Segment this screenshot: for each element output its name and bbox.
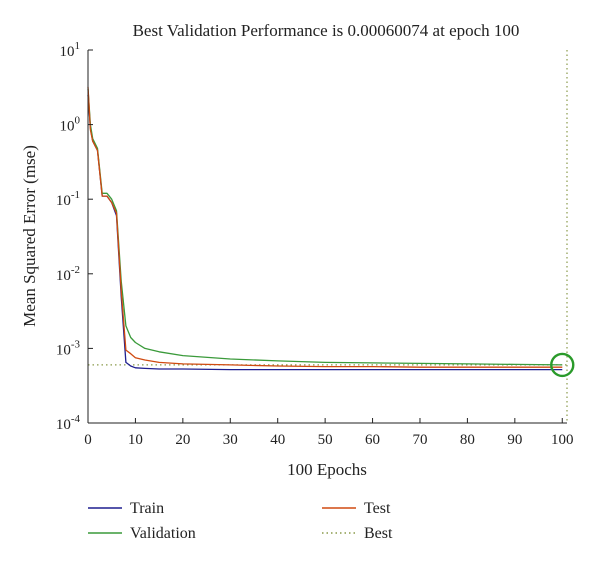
y-tick-label: 10-1 xyxy=(56,189,80,209)
x-tick-label: 10 xyxy=(128,432,143,448)
chart-title: Best Validation Performance is 0.0006007… xyxy=(133,21,520,40)
best-marker xyxy=(550,352,575,378)
x-tick-label: 40 xyxy=(270,432,285,448)
legend-label: Test xyxy=(364,500,391,517)
legend: Train Test Validation Best xyxy=(88,500,393,542)
x-axis-label: 100 Epochs xyxy=(287,460,367,479)
legend-label: Best xyxy=(364,525,393,542)
y-tick-label: 10-2 xyxy=(56,264,80,284)
y-tick-label: 100 xyxy=(60,115,81,135)
x-tick-label: 30 xyxy=(223,432,238,448)
x-tick-label: 20 xyxy=(175,432,190,448)
plot-area xyxy=(87,50,575,423)
legend-item-test: Test xyxy=(322,500,391,517)
legend-item-train: Train xyxy=(88,500,164,517)
series-line-train xyxy=(87,94,563,371)
x-tick-label: 50 xyxy=(318,432,333,448)
y-axis-label: Mean Squared Error (mse) xyxy=(20,145,39,327)
x-tick-label: 80 xyxy=(460,432,475,448)
x-tick-label: 70 xyxy=(412,432,427,448)
y-tick-label: 10-3 xyxy=(56,338,81,358)
legend-item-validation: Validation xyxy=(88,525,196,542)
series-line-test xyxy=(87,86,563,368)
y-tick-label: 10-4 xyxy=(56,413,81,433)
y-tick-label: 101 xyxy=(60,40,81,60)
legend-item-best: Best xyxy=(322,525,393,542)
axes: 0 10 20 30 40 50 60 70 80 90 100 101 100 10-1 10-2 10-3… xyxy=(56,40,574,448)
x-tick-label: 0 xyxy=(84,432,92,448)
legend-label: Train xyxy=(130,500,164,517)
series-line-validation xyxy=(87,88,563,366)
x-tick-label: 60 xyxy=(365,432,380,448)
legend-label: Validation xyxy=(130,525,196,542)
x-tick-label: 100 xyxy=(551,432,574,448)
x-tick-label: 90 xyxy=(507,432,522,448)
